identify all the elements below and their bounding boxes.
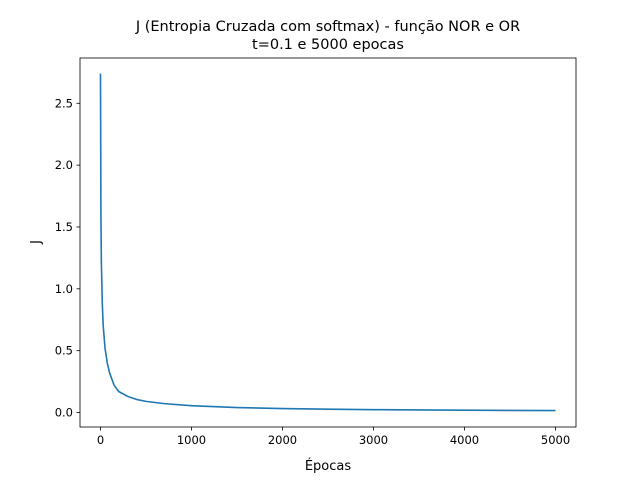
x-axis-label: Épocas (305, 458, 352, 474)
axes-frame (79, 57, 577, 428)
x-tick-label: 5000 (541, 433, 570, 447)
y-tick-label: 2.0 (55, 158, 73, 172)
x-tick-label: 3000 (359, 433, 388, 447)
y-tick-label: 1.5 (55, 220, 73, 234)
x-tick-label: 1000 (177, 433, 206, 447)
chart-title: J (Entropia Cruzada com softmax) - funçã… (135, 19, 520, 35)
axis-ticks: 0 1000 2000 3000 4000 5000 0.0 0.5 1.0 1.5 2.0 2.5 (55, 96, 570, 447)
y-tick-label: 0.0 (55, 406, 73, 420)
x-tick-label: 4000 (450, 433, 479, 447)
y-tick-label: 2.5 (55, 96, 73, 110)
x-tick-label: 2000 (268, 433, 297, 447)
plot-area (99, 73, 556, 412)
x-tick-label: 0 (97, 433, 104, 447)
chart-subtitle: t=0.1 e 5000 epocas (252, 37, 404, 53)
series-line (99, 73, 556, 412)
y-axis-label: J (29, 240, 44, 245)
y-tick-label: 1.0 (55, 282, 73, 296)
y-tick-label: 0.5 (55, 344, 73, 358)
